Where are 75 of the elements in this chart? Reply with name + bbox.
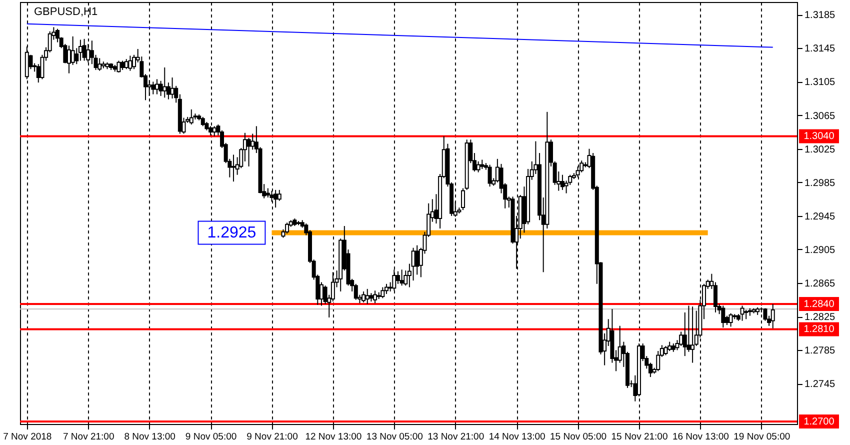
candlestick xyxy=(560,174,564,190)
candlestick xyxy=(362,290,366,303)
candlestick xyxy=(384,283,389,294)
x-tick-label: 15 Nov 05:00 xyxy=(550,432,607,442)
candlestick xyxy=(116,60,121,73)
candlestick xyxy=(154,78,159,95)
candlestick xyxy=(690,306,695,364)
x-tick-label: 9 Nov 05:00 xyxy=(185,432,237,442)
candlestick xyxy=(246,137,251,167)
candlestick xyxy=(770,304,775,329)
candlestick xyxy=(120,60,125,70)
x-tick-label: 8 Nov 13:00 xyxy=(124,432,176,442)
candlestick xyxy=(277,189,282,202)
candlestick xyxy=(380,286,385,299)
y-tick-label: 1.2745 xyxy=(804,379,836,390)
y-tick-label: 1.3105 xyxy=(804,77,836,88)
y-tick-label: 1.2985 xyxy=(804,178,836,189)
candlestick xyxy=(400,269,404,286)
x-tick-label: 7 Nov 21:00 xyxy=(63,432,114,442)
candlestick xyxy=(744,309,748,320)
candlestick xyxy=(231,154,236,182)
y-tick-label: 1.3185 xyxy=(804,10,836,22)
ref-line-label: 1.2840 xyxy=(804,299,835,310)
candlestick xyxy=(200,116,205,127)
ref-line-label: 1.3040 xyxy=(804,131,835,142)
x-tick-label: 7 Nov 2018 xyxy=(3,432,52,442)
candlestick xyxy=(668,341,672,352)
y-tick-label: 1.3145 xyxy=(804,44,836,55)
y-tick-label: 1.2865 xyxy=(804,278,836,290)
candlestick xyxy=(721,305,726,328)
candlestick xyxy=(162,66,167,98)
chart-title: GBPUSD,H1 xyxy=(34,6,98,18)
candlestick xyxy=(365,288,370,305)
x-tick-label: 19 Nov 05:00 xyxy=(734,432,790,442)
candlestick xyxy=(151,81,156,95)
candlestick xyxy=(128,55,132,72)
x-tick-label: 14 Nov 13:00 xyxy=(488,432,546,442)
candlestick xyxy=(488,164,492,188)
candlestick xyxy=(98,58,102,72)
candlestick xyxy=(396,270,400,284)
candlestick xyxy=(70,36,75,66)
candlestick xyxy=(740,305,744,322)
candlestick xyxy=(679,331,684,346)
annotation: 1.2925 xyxy=(207,224,256,242)
y-tick-label: 1.3025 xyxy=(804,144,836,156)
candlestick xyxy=(124,58,128,70)
candlestick xyxy=(354,283,358,300)
candlestick xyxy=(82,38,86,62)
candlestick xyxy=(274,189,278,208)
candlestick xyxy=(189,108,194,125)
candlestick xyxy=(686,305,691,352)
x-tick-label: 16 Nov 13:00 xyxy=(672,432,729,442)
ref-line-label: 1.2700 xyxy=(804,416,835,428)
candlestick xyxy=(147,80,152,96)
candlestick xyxy=(728,312,733,328)
candlestick xyxy=(415,244,420,276)
x-tick-label: 13 Nov 05:00 xyxy=(366,432,423,442)
y-tick-label: 1.2945 xyxy=(804,211,836,222)
candlestick xyxy=(664,345,668,356)
y-tick-label: 1.2905 xyxy=(804,244,836,256)
x-tick-label: 15 Nov 21:00 xyxy=(611,432,668,442)
ref-line-label: 1.2810 xyxy=(804,324,835,336)
candlestick xyxy=(476,160,480,173)
candlestick xyxy=(285,222,290,234)
x-tick-label: 13 Nov 21:00 xyxy=(428,432,484,442)
y-tick-label: 1.3065 xyxy=(804,110,836,122)
candlestick xyxy=(266,188,270,198)
candlestick xyxy=(170,77,174,99)
x-tick-label: 12 Nov 13:00 xyxy=(305,432,362,442)
candlestick xyxy=(78,39,82,62)
y-tick-label: 1.2785 xyxy=(804,346,836,357)
candlestick xyxy=(480,159,484,170)
candlestick xyxy=(373,290,378,304)
y-tick-label: 1.2825 xyxy=(804,312,836,324)
x-tick-label: 9 Nov 21:00 xyxy=(246,432,298,442)
